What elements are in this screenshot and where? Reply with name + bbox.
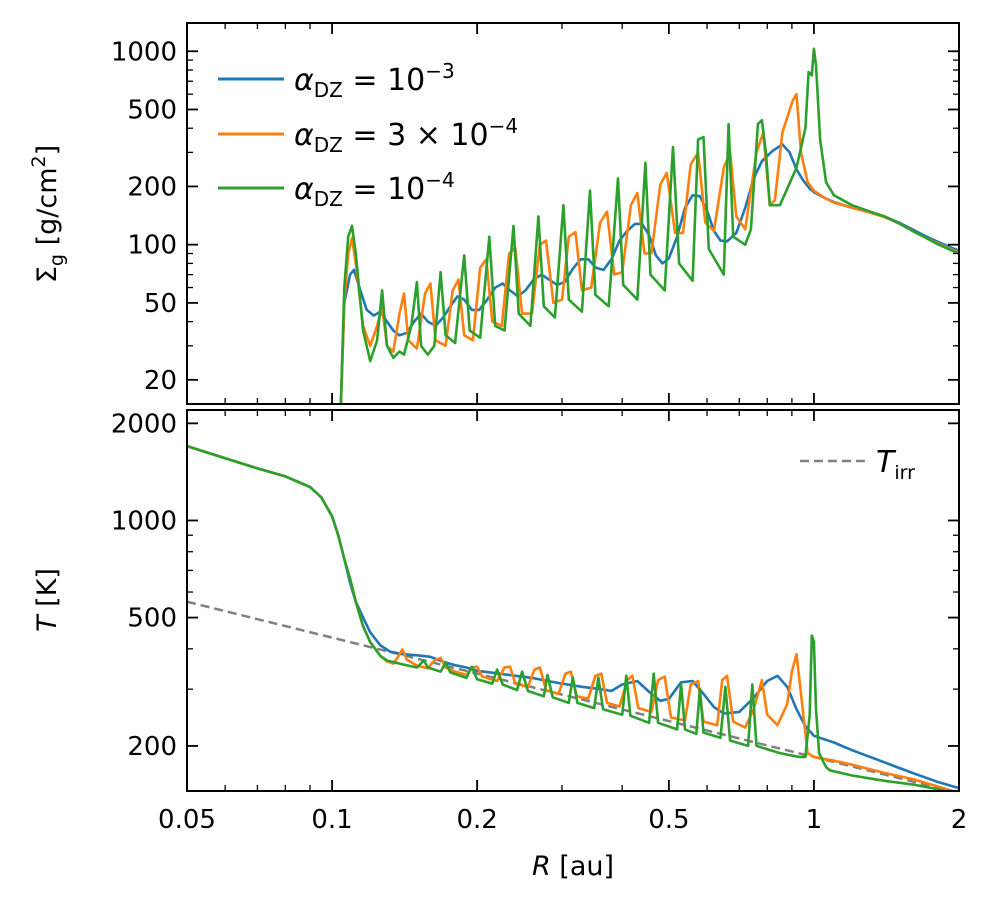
x-tick-label: 0.5	[648, 805, 689, 835]
bottom-series-line-alpha-1e-3	[187, 444, 959, 790]
legend-label-alpha-3e-4: αDZ = 3 × 10−4	[294, 114, 518, 157]
top-legend: αDZ = 10−3 αDZ = 3 × 10−4 αDZ = 10−4	[218, 59, 518, 211]
top-y-tick-label: 20	[144, 366, 177, 396]
series-line-tirr	[187, 600, 957, 791]
bottom-y-tick-label: 2000	[111, 409, 177, 439]
bottom-y-tick-label: 200	[127, 732, 177, 762]
bottom-ticks: 200 500 1000 2000 0.05 0.1 0.2 0.5 1 2	[111, 409, 967, 835]
legend-label-alpha-1e-3: αDZ = 10−3	[294, 59, 455, 102]
top-y-axis-label: Σg [g/cm2]	[28, 145, 68, 283]
bottom-y-axis-label: T [K]	[32, 568, 63, 632]
legend-item-alpha-3e-4: αDZ = 3 × 10−4	[218, 114, 518, 157]
top-series-line-alpha-1e-4	[339, 47, 959, 404]
bottom-y-tick-label: 500	[127, 604, 177, 634]
top-y-tick-label: 200	[127, 172, 177, 202]
top-ticks: 20 50 100 200 500 1000	[111, 23, 959, 404]
top-y-tick-label: 100	[127, 231, 177, 261]
bottom-legend: Tirr	[800, 445, 915, 484]
bottom-y-tick-label: 1000	[111, 506, 177, 536]
top-y-tick-label: 500	[127, 95, 177, 125]
top-plot-area	[339, 47, 959, 404]
top-panel: 20 50 100 200 500 1000 Σg [g/cm2] αDZ = 10−3 …	[28, 22, 960, 405]
x-axis-label: R [au]	[532, 851, 614, 882]
top-y-tick-label: 50	[144, 289, 177, 319]
legend-item-alpha-1e-4: αDZ = 10−4	[218, 168, 455, 211]
x-tick-label: 1	[806, 805, 823, 835]
top-y-tick-label: 1000	[111, 37, 177, 67]
bottom-panel: 200 500 1000 2000 0.05 0.1 0.2 0.5 1 2 T [K] R [a…	[32, 409, 967, 882]
legend-item-alpha-1e-3: αDZ = 10−3	[218, 59, 455, 102]
top-axes-frame	[186, 22, 960, 405]
bottom-series-line-alpha-1e-4	[187, 444, 952, 791]
x-tick-label: 0.1	[311, 805, 352, 835]
top-series-line-alpha-3e-4	[339, 92, 959, 404]
bottom-series-line-alpha-3e-4	[187, 444, 958, 791]
bottom-axes-frame	[186, 409, 960, 792]
x-tick-label: 0.2	[456, 805, 497, 835]
bottom-plot-area	[187, 444, 959, 791]
x-tick-label: 0.05	[158, 805, 216, 835]
x-tick-label: 2	[951, 805, 968, 835]
legend-label-tirr: Tirr	[876, 445, 915, 484]
legend-label-alpha-1e-4: αDZ = 10−4	[294, 168, 455, 211]
